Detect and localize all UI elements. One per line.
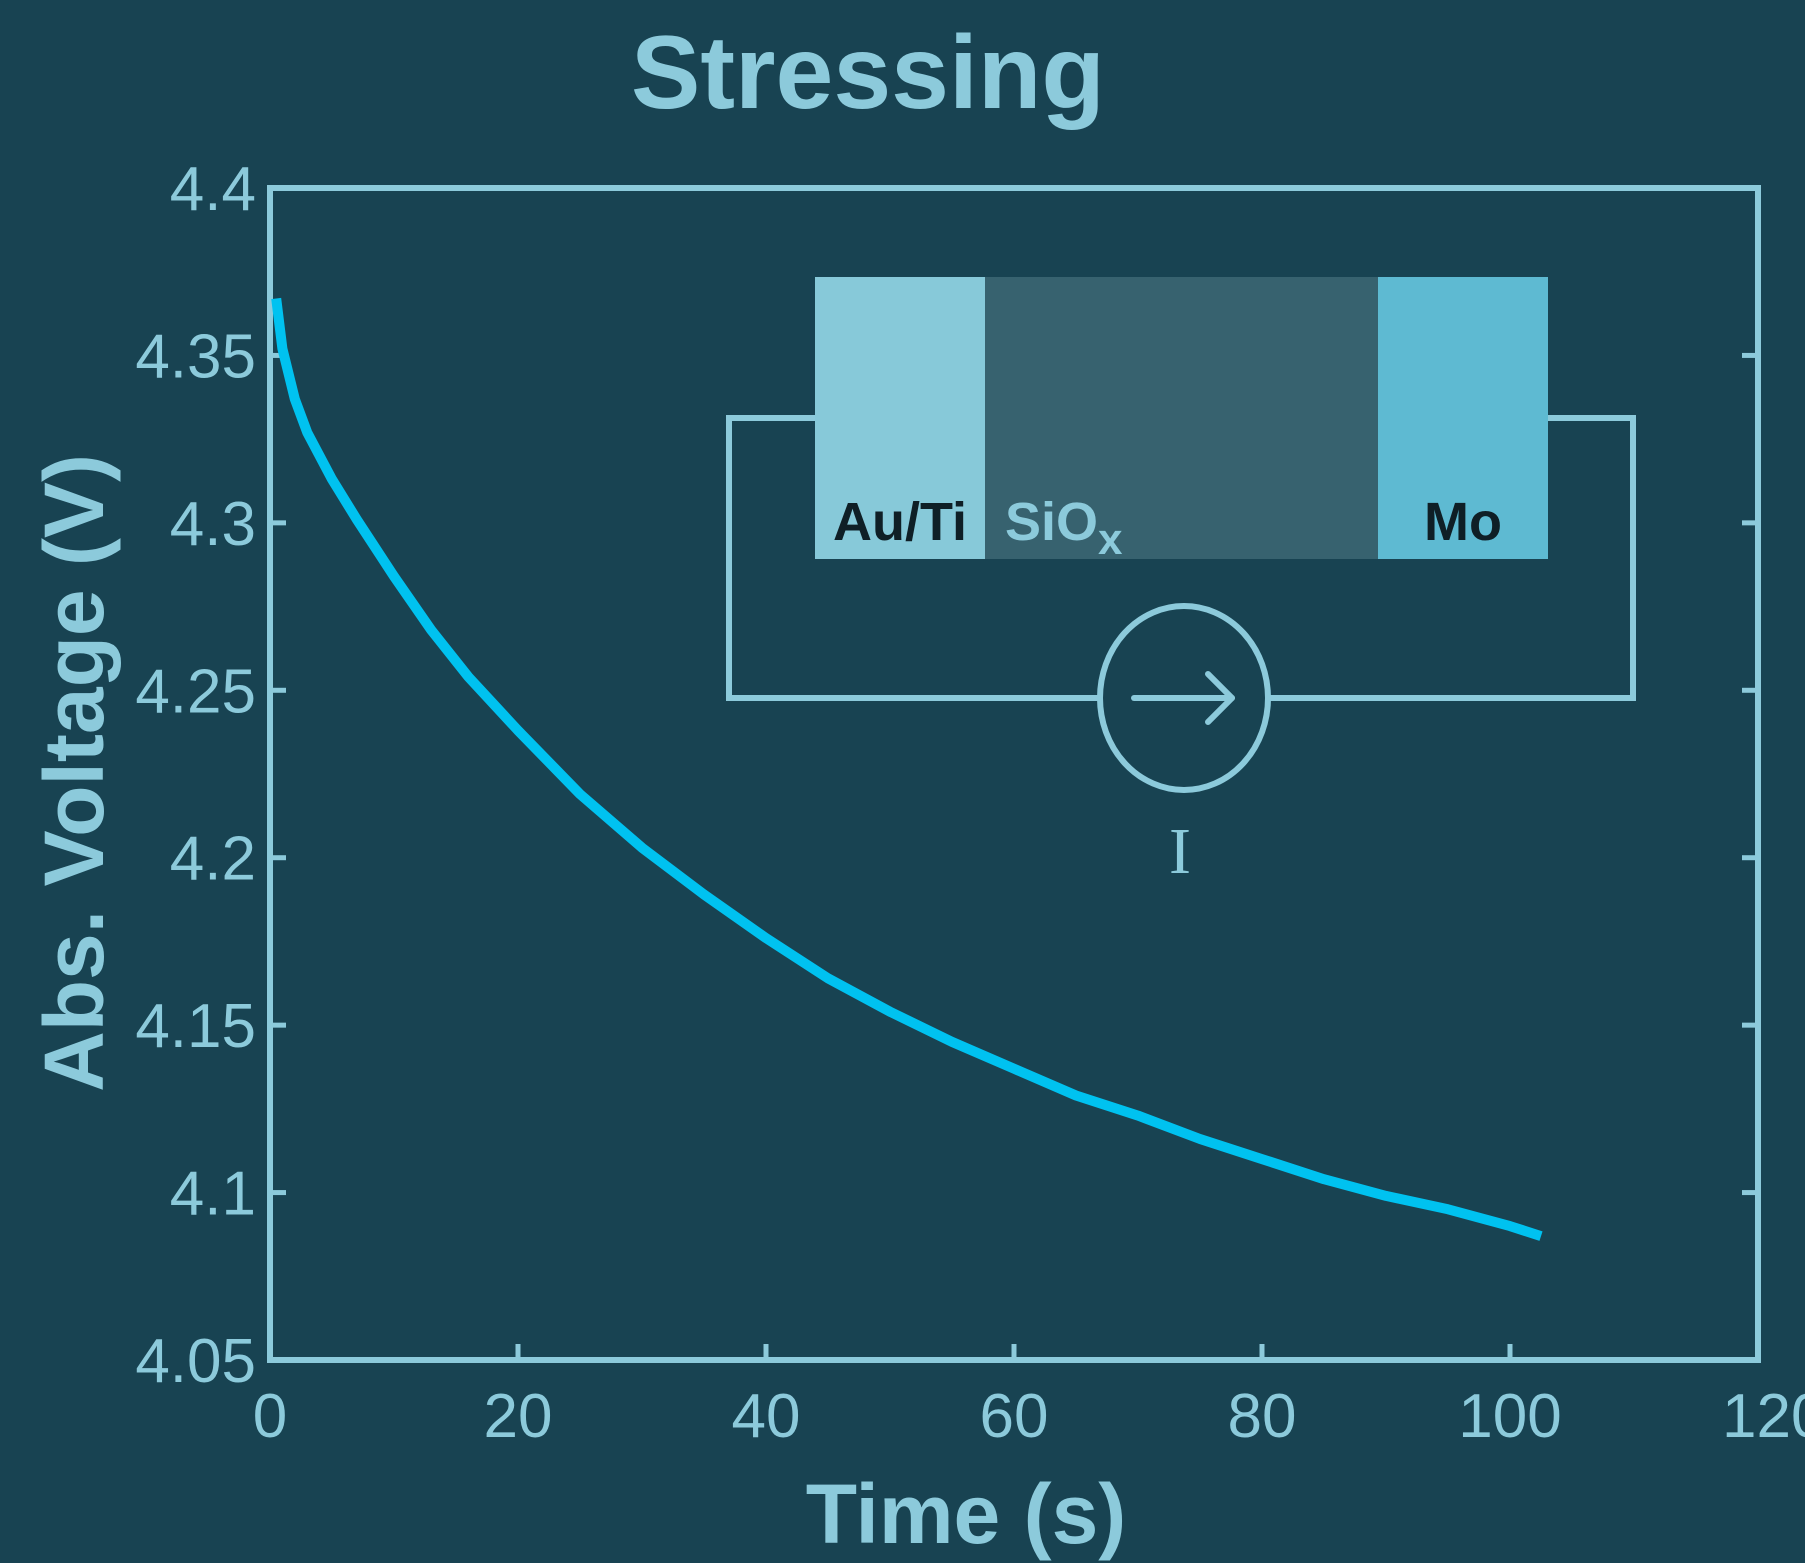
device-schematic: Au/Ti SiOx Mo I (726, 277, 1636, 888)
siox-layer (985, 277, 1378, 559)
mo-label: Mo (1424, 492, 1502, 552)
x-axis-label: Time (s) (806, 1467, 1127, 1561)
x-tick-label: 0 (253, 1382, 287, 1451)
siox-label: SiOx (1005, 492, 1123, 564)
y-tick-label: 4.05 (135, 1327, 256, 1396)
y-tick-label: 4.15 (135, 992, 256, 1061)
x-tick-label: 80 (1228, 1382, 1297, 1451)
y-tick-label: 4.4 (170, 155, 256, 224)
y-tick-label: 4.35 (135, 322, 256, 391)
series-layer (271, 297, 1543, 1241)
y-tick-label: 4.3 (170, 490, 256, 559)
y-axis-label: Abs. Voltage (V) (27, 454, 121, 1092)
axis-ticks: 0 20 40 60 80 100 120 4.05 4.1 4.15 4.2 4.25 4.3 4.35… (135, 155, 1805, 1451)
y-tick-label: 4.1 (170, 1160, 256, 1229)
x-tick-label: 120 (1722, 1382, 1805, 1451)
mo-layer (1378, 277, 1548, 559)
current-source-symbol (1097, 603, 1271, 793)
series-line-0 (271, 297, 1543, 1241)
circuit-wire-right (1268, 415, 1636, 701)
circuit-wire-left (726, 415, 1100, 701)
x-tick-label: 100 (1458, 1382, 1561, 1451)
x-tick-label: 40 (732, 1382, 801, 1451)
y-tick-label: 4.25 (135, 657, 256, 726)
y-tick-label: 4.2 (170, 825, 256, 894)
current-arrow-head (1205, 671, 1235, 725)
au-ti-layer (815, 277, 985, 559)
current-source-label: I (1169, 815, 1191, 888)
au-ti-label: Au/Ti (833, 492, 967, 552)
chart-title: Stressing (631, 15, 1105, 131)
x-tick-label: 20 (484, 1382, 553, 1451)
x-tick-label: 60 (980, 1382, 1049, 1451)
